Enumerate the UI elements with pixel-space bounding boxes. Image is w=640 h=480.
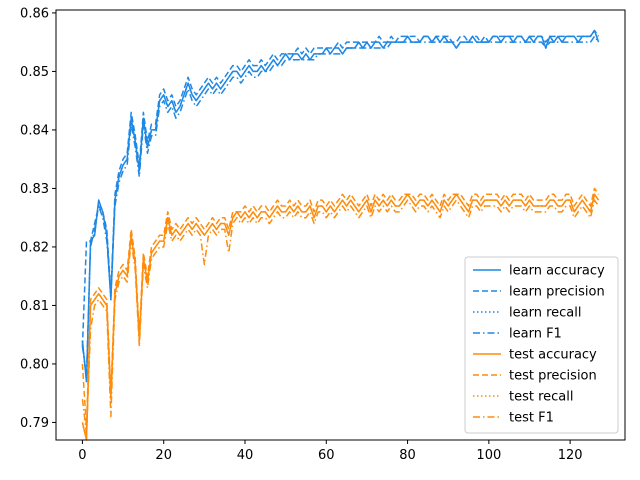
legend-box (464, 256, 619, 434)
series-line-test-precision (81, 187, 600, 430)
y-tick-label: 0.84 (20, 123, 49, 138)
series-line-learn-recall (81, 29, 600, 383)
legend-label: learn F1 (509, 327, 562, 342)
y-tick-label: 0.86 (20, 6, 49, 21)
x-tick-label: 40 (237, 448, 254, 463)
legend-label: test recall (509, 390, 574, 405)
legend-label: learn recall (509, 306, 581, 321)
series-line-learn-f1 (81, 35, 600, 377)
x-tick-label: 120 (558, 448, 583, 463)
legend: learn accuracy learn precision learn recal… (464, 256, 619, 434)
y-tick-label: 0.85 (20, 65, 49, 80)
legend-label: test precision (509, 369, 597, 384)
legend-label: test F1 (509, 411, 554, 426)
y-tick-label: 0.79 (20, 416, 49, 431)
x-tick-label: 80 (399, 448, 416, 463)
plot-frame (55, 9, 626, 441)
x-axis: 0 20 40 60 80 100 120 (78, 440, 583, 463)
series-line-test-accuracy (81, 193, 600, 441)
legend-label: test accuracy (509, 348, 597, 363)
series-line-learn-precision (81, 29, 600, 347)
x-tick-label: 0 (78, 448, 86, 463)
legend-label: learn precision (509, 285, 605, 300)
legend-label: learn accuracy (509, 264, 605, 279)
y-axis: 0.79 0.80 0.81 0.82 0.83 0.84 0.85 0.86 (20, 6, 56, 431)
x-tick-label: 20 (155, 448, 172, 463)
y-tick-label: 0.80 (20, 357, 49, 372)
y-tick-label: 0.83 (20, 182, 49, 197)
y-tick-label: 0.82 (20, 240, 49, 255)
x-tick-label: 100 (476, 448, 501, 463)
x-tick-label: 60 (318, 448, 335, 463)
plot-lines (81, 29, 600, 441)
y-tick-label: 0.81 (20, 299, 49, 314)
